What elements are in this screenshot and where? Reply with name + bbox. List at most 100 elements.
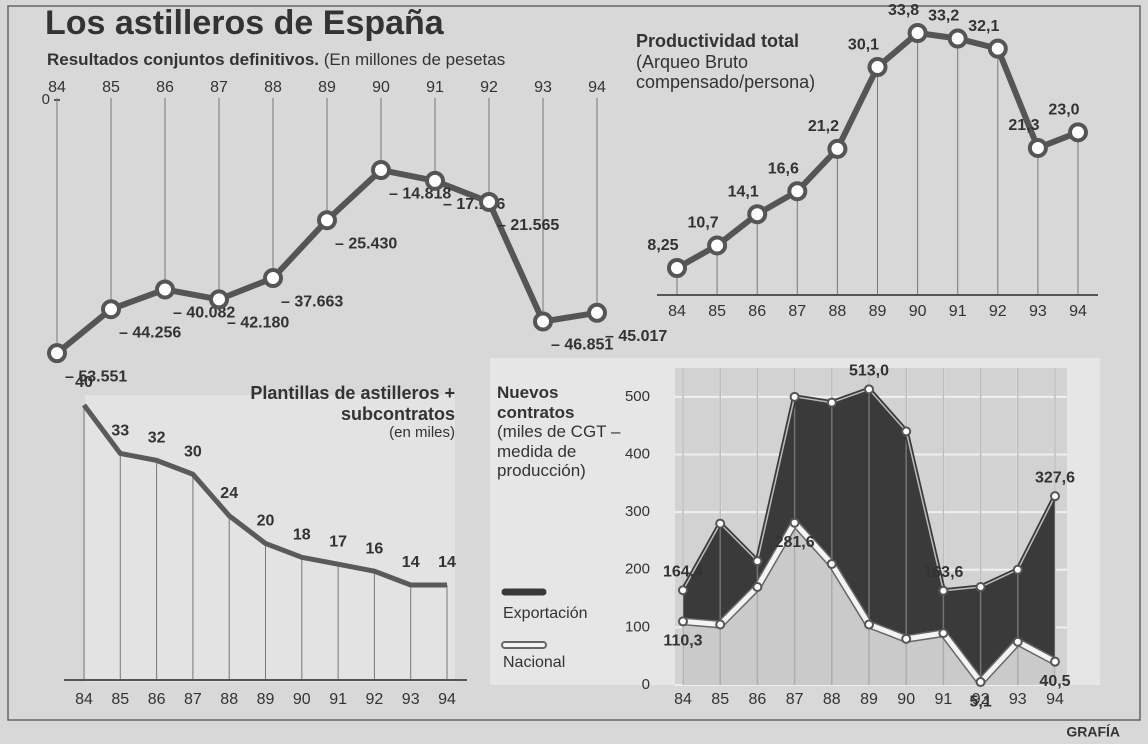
data-label: 24 <box>220 485 238 502</box>
data-label: 23,0 <box>1048 102 1079 119</box>
marker <box>828 399 836 407</box>
x-tick-label: 92 <box>366 691 384 708</box>
x-tick-label: 94 <box>1069 303 1087 320</box>
marker <box>902 635 910 643</box>
marker <box>749 206 765 222</box>
x-tick-label: 87 <box>786 691 804 708</box>
marker <box>990 41 1006 57</box>
marker <box>939 629 947 637</box>
data-label: – 21.565 <box>497 217 559 234</box>
data-label: 5,1 <box>969 693 991 710</box>
data-label: 40,5 <box>1039 673 1070 690</box>
marker <box>977 678 985 686</box>
chart-subtitle: (Arqueo Bruto compensado/persona) <box>636 52 815 93</box>
y-tick-label: 300 <box>625 503 650 520</box>
x-tick-label: 88 <box>829 303 847 320</box>
chart-subtitle: (miles de CGT –medida de producción) <box>497 422 627 481</box>
marker <box>1051 492 1059 500</box>
x-tick-label: 88 <box>220 691 238 708</box>
data-label: 281,6 <box>775 534 815 551</box>
data-label: 16 <box>366 540 384 557</box>
x-tick-label: 84 <box>75 691 93 708</box>
marker <box>753 583 761 591</box>
data-label: 110,3 <box>663 633 702 650</box>
marker <box>679 586 687 594</box>
marker <box>535 313 551 329</box>
y-tick-label: 200 <box>625 561 650 578</box>
x-tick-label: 86 <box>156 79 174 96</box>
data-label: 513,0 <box>849 363 889 380</box>
data-label: 30,1 <box>848 36 879 53</box>
data-label: – 44.256 <box>119 324 181 341</box>
x-tick-label: 84 <box>668 303 686 320</box>
marker <box>211 291 227 307</box>
marker <box>265 270 281 286</box>
x-tick-label: 86 <box>749 691 767 708</box>
data-label: 163,6 <box>923 564 963 581</box>
marker <box>716 520 724 528</box>
data-label: – 45.017 <box>605 328 667 345</box>
chart-title: Resultados conjuntos definitivos. <box>47 50 319 69</box>
marker <box>865 620 873 628</box>
data-label: 33,8 <box>888 2 919 19</box>
data-label: 33 <box>111 423 129 440</box>
marker <box>157 281 173 297</box>
x-tick-label: 92 <box>989 303 1007 320</box>
data-label: 32 <box>148 430 166 447</box>
x-tick-label: 91 <box>329 691 347 708</box>
x-tick-label: 89 <box>318 79 336 96</box>
marker <box>709 237 725 253</box>
chart-title: Plantillas de astilleros + subcontratos <box>215 383 455 424</box>
x-tick-label: 88 <box>823 691 841 708</box>
x-tick-label: 87 <box>788 303 806 320</box>
marker <box>950 31 966 47</box>
marker <box>1030 140 1046 156</box>
marker <box>829 141 845 157</box>
x-tick-label: 90 <box>372 79 390 96</box>
x-tick-label: 93 <box>402 691 420 708</box>
data-label: 40 <box>75 374 93 391</box>
data-label: 14 <box>402 554 420 571</box>
data-label: 10,7 <box>688 215 719 232</box>
data-label: 20 <box>257 513 275 530</box>
marker <box>427 173 443 189</box>
x-tick-label: 85 <box>711 691 729 708</box>
marker <box>679 617 687 625</box>
x-tick-label: 93 <box>1009 691 1027 708</box>
x-tick-label: 89 <box>860 691 878 708</box>
x-tick-label: 84 <box>674 691 692 708</box>
marker <box>1014 638 1022 646</box>
legend-label: Exportación <box>503 605 588 622</box>
marker <box>791 519 799 527</box>
data-label: – 37.663 <box>281 293 343 310</box>
data-label: 164,4 <box>663 563 703 580</box>
main-title: Los astilleros de España <box>45 4 444 43</box>
marker <box>910 25 926 41</box>
x-tick-label: 85 <box>102 79 120 96</box>
marker <box>103 301 119 317</box>
marker <box>481 194 497 210</box>
x-tick-label: 91 <box>426 79 444 96</box>
marker <box>716 620 724 628</box>
chart-heading: Plantillas de astilleros + subcontratos … <box>215 383 455 442</box>
data-label: 8,25 <box>647 237 678 254</box>
marker <box>939 587 947 595</box>
y-tick-label: 400 <box>625 445 650 462</box>
x-tick-label: 94 <box>1046 691 1064 708</box>
x-tick-label: 93 <box>1029 303 1047 320</box>
data-label: 21,2 <box>808 118 839 135</box>
x-tick-label: 87 <box>184 691 202 708</box>
marker <box>589 305 605 321</box>
data-label: 327,6 <box>1035 469 1075 486</box>
x-tick-label: 94 <box>588 79 606 96</box>
data-label: 18 <box>293 527 311 544</box>
marker <box>902 427 910 435</box>
y-tick-label: 0 <box>42 91 50 108</box>
data-label: 14,1 <box>728 183 759 200</box>
y-tick-label: 0 <box>642 676 650 693</box>
chart-title: Nuevos contratos <box>497 383 627 422</box>
y-tick-label: 500 <box>625 388 650 405</box>
marker <box>828 560 836 568</box>
credit: GRAFÍA <box>1066 724 1120 740</box>
marker <box>373 162 389 178</box>
